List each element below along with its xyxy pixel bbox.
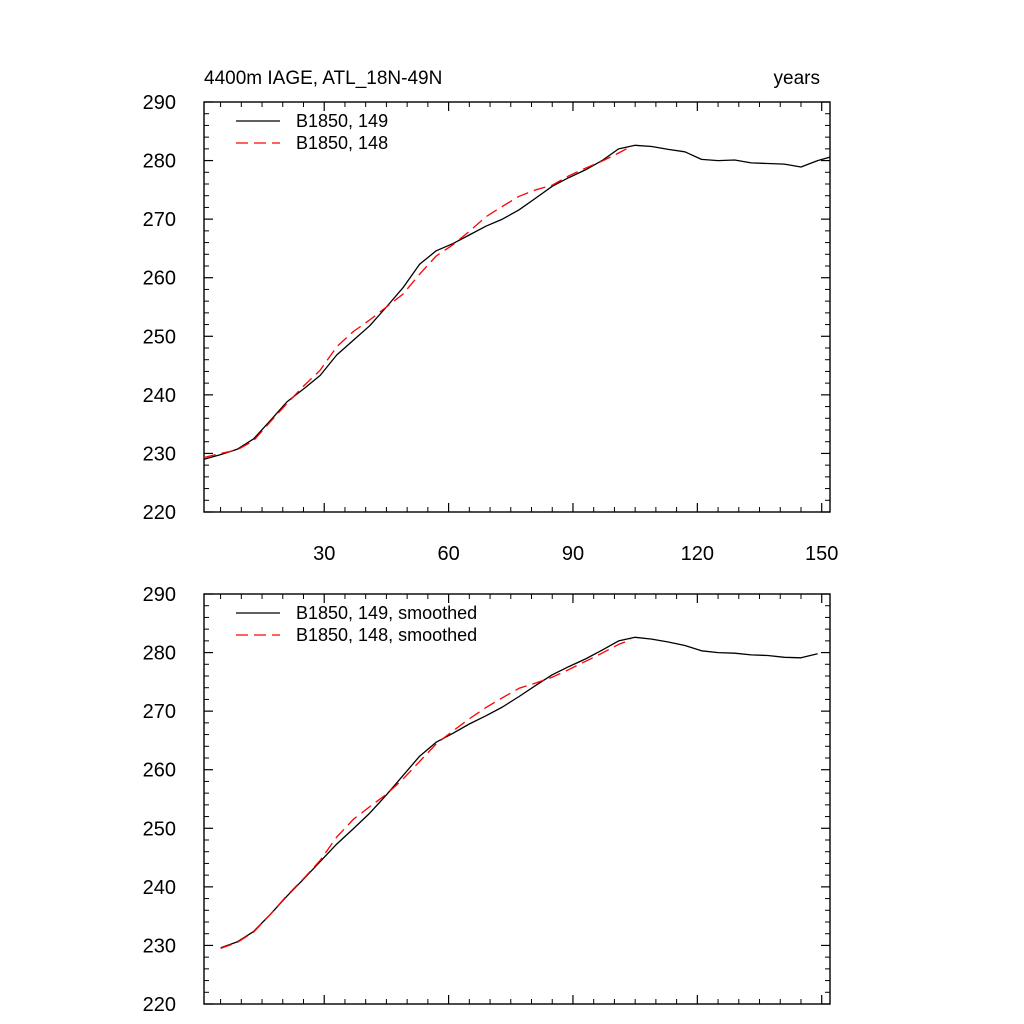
y-tick-label: 280 xyxy=(143,643,176,665)
series-line-red xyxy=(203,145,632,459)
x-tick-label: 120 xyxy=(681,543,714,565)
y-tick-label: 260 xyxy=(143,268,176,290)
y-tick-label: 230 xyxy=(143,443,176,465)
chart-panel-bottom: 220 230 240 250 260 270 280 290 B1850, 149, smoo… xyxy=(143,584,831,1016)
y-tick-label: 270 xyxy=(143,209,176,231)
x-tick-label: 150 xyxy=(805,543,838,565)
series-line-black xyxy=(203,144,831,460)
legend-label: B1850, 149 xyxy=(296,111,388,131)
series-line-red xyxy=(220,639,632,950)
x-tick-label: 30 xyxy=(313,543,335,565)
y-tick-label: 260 xyxy=(143,760,176,782)
y-tick-label: 250 xyxy=(143,326,176,348)
plot-frame xyxy=(203,101,831,513)
y-tick-label: 280 xyxy=(143,151,176,173)
y-tick-label: 240 xyxy=(143,877,176,899)
plot-frame xyxy=(203,593,831,1005)
y-tick-label: 270 xyxy=(143,701,176,723)
chart-right-title: years xyxy=(774,68,820,89)
y-tick-label: 290 xyxy=(143,92,176,114)
y-tick-label: 250 xyxy=(143,818,176,840)
chart-title: 4400m IAGE, ATL_18N-49N xyxy=(204,68,442,89)
x-tick-label: 90 xyxy=(562,543,584,565)
series-line-black xyxy=(220,636,818,949)
legend-label: B1850, 148, smoothed xyxy=(296,625,477,645)
y-tick-label: 220 xyxy=(143,994,176,1016)
legend-label: B1850, 148 xyxy=(296,133,388,153)
x-tick-label: 60 xyxy=(437,543,459,565)
y-tick-label: 290 xyxy=(143,584,176,606)
chart-panel-top: 220 230 240 250 260 270 280 290 30 60 90 120 150 4400… xyxy=(143,68,839,565)
y-tick-label: 240 xyxy=(143,385,176,407)
y-tick-label: 230 xyxy=(143,935,176,957)
legend-label: B1850, 149, smoothed xyxy=(296,603,477,623)
y-tick-label: 220 xyxy=(143,502,176,524)
